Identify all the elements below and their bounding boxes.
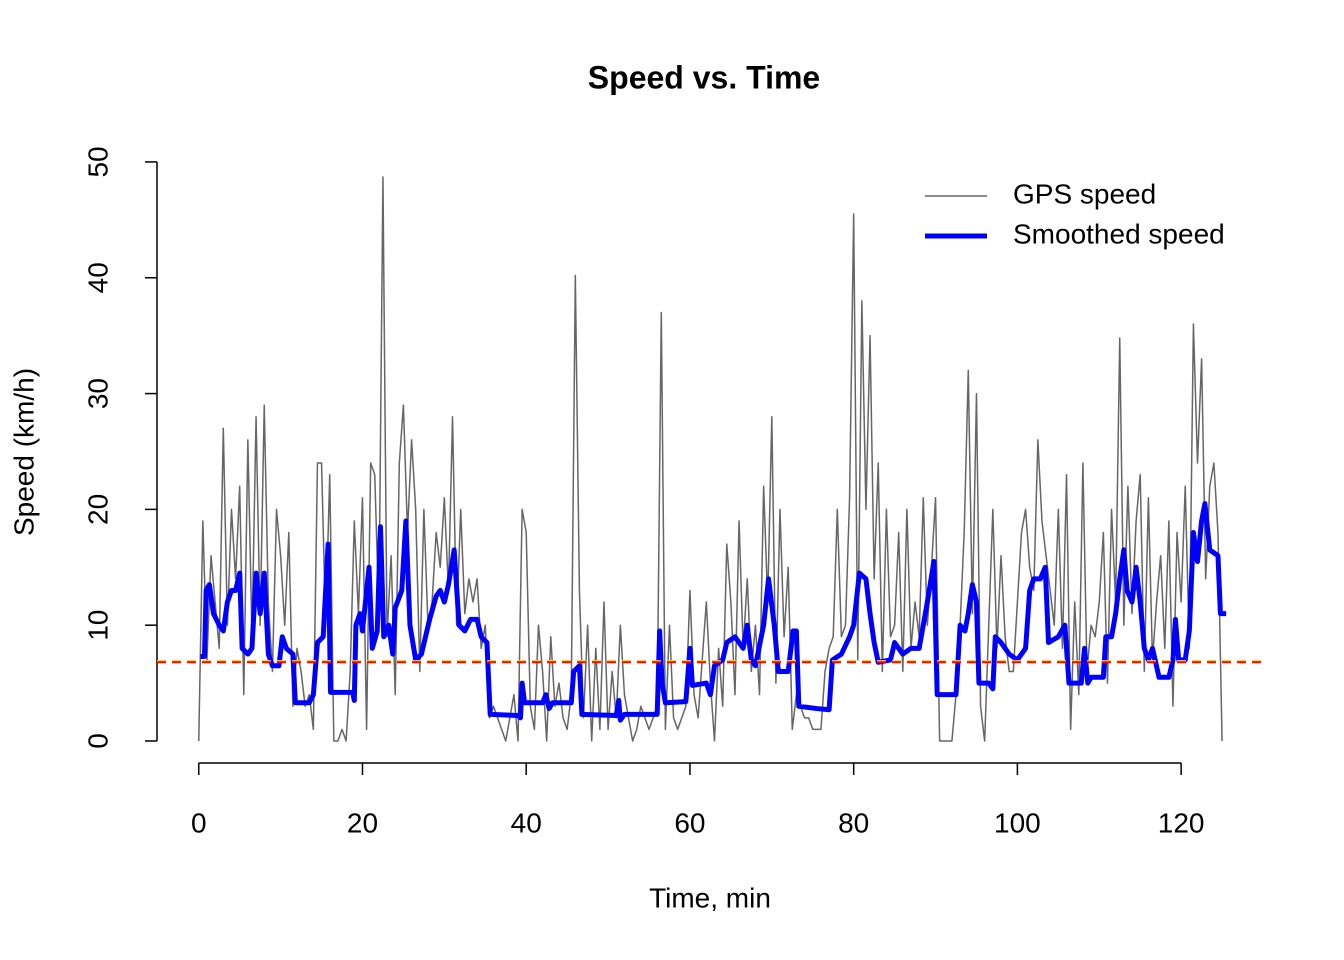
x-tick-label: 100 (994, 807, 1041, 838)
x-axis-title: Time, min (649, 882, 771, 913)
legend-label: GPS speed (1013, 178, 1156, 209)
y-tick-label: 10 (82, 610, 113, 641)
y-tick-label: 30 (82, 378, 113, 409)
y-tick-label: 20 (82, 494, 113, 525)
legend-label: Smoothed speed (1013, 218, 1225, 249)
x-tick-label: 40 (511, 807, 542, 838)
y-tick-label: 50 (82, 146, 113, 177)
legend: GPS speed Smoothed speed (925, 178, 1225, 249)
x-tick-label: 20 (347, 807, 378, 838)
x-tick-label: 80 (838, 807, 869, 838)
y-tick-label: 0 (82, 733, 113, 749)
chart-title: Speed vs. Time (588, 59, 820, 95)
x-tick-label: 0 (191, 807, 207, 838)
x-tick-label: 120 (1158, 807, 1205, 838)
y-tick-label: 40 (82, 262, 113, 293)
x-tick-label: 60 (674, 807, 705, 838)
y-axis-title: Speed (km/h) (8, 368, 39, 536)
